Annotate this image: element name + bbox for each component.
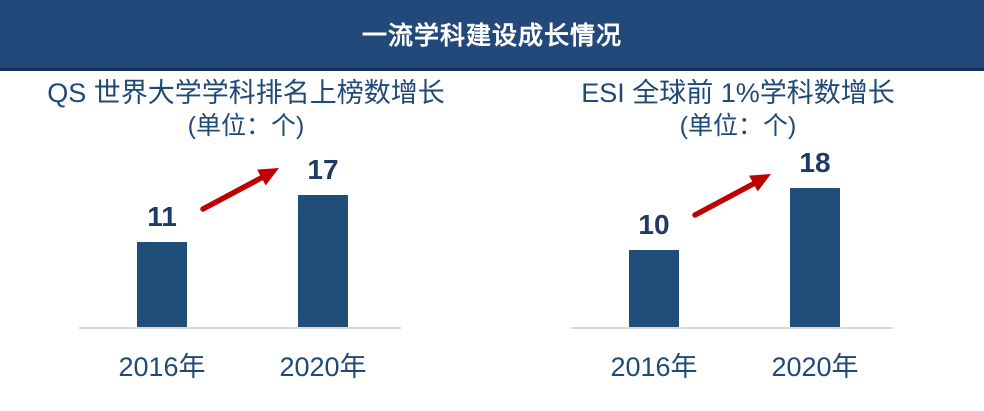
- x-axis-label: 2020年: [771, 352, 859, 382]
- bar-2020: [298, 195, 348, 328]
- bar-value-label: 18: [799, 146, 831, 178]
- x-axis-line: [79, 327, 401, 329]
- bar-2020: [790, 187, 840, 328]
- header-bar: 一流学科建设成长情况: [0, 0, 984, 71]
- chart-title: ESI 全球前 1%学科数增长: [581, 78, 895, 108]
- bar-2016: [629, 250, 679, 328]
- page-title: 一流学科建设成长情况: [361, 22, 622, 50]
- x-axis-label: 2020年: [279, 352, 367, 382]
- plot-area: 10 18 2016年 2020年: [492, 147, 984, 382]
- bar-value-label: 17: [307, 154, 339, 186]
- x-axis-label: 2016年: [610, 352, 698, 382]
- chart-panel-esi: ESI 全球前 1%学科数增长 (单位：个) 10 18 2016年 2020年: [492, 71, 984, 411]
- bar-value-label: 10: [638, 209, 670, 240]
- bar-value-label: 11: [147, 201, 177, 233]
- growth-arrow-icon: [692, 174, 771, 218]
- growth-arrow-icon: [200, 168, 279, 212]
- chart-unit-subtitle: (单位：个): [679, 112, 797, 140]
- bar-2016: [137, 242, 187, 328]
- x-axis-line: [571, 327, 893, 329]
- chart-unit-subtitle: (单位：个): [187, 112, 305, 140]
- plot-area: 11 17 2016年 2020年: [0, 154, 492, 382]
- chart-title: QS 世界大学学科排名上榜数增长: [47, 78, 445, 108]
- chart-panel-qs: QS 世界大学学科排名上榜数增长 (单位：个) 11 17 2016年 2020…: [0, 71, 492, 411]
- x-axis-label: 2016年: [118, 352, 206, 382]
- charts-row: QS 世界大学学科排名上榜数增长 (单位：个) 11 17 2016年 2020…: [0, 71, 984, 411]
